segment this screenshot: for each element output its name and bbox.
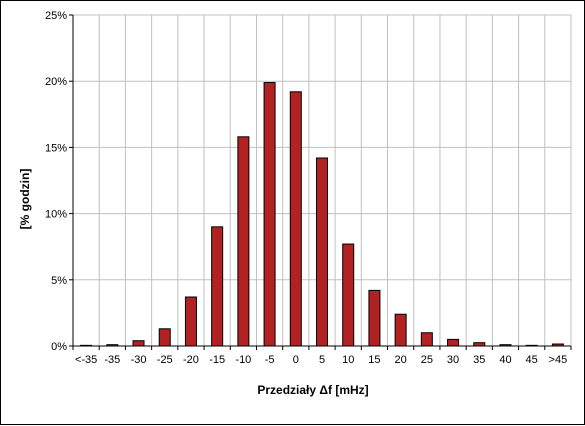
bar [394,313,407,347]
x-tick-label: -35 [104,354,120,366]
bar [447,338,460,347]
x-tick-label: 40 [499,354,511,366]
bar [211,226,224,347]
y-tick-label: 10% [45,209,67,221]
x-tick-label: 10 [342,354,354,366]
bar [315,157,329,347]
bar [237,136,250,347]
bar [289,91,302,347]
bars [80,82,564,347]
x-tick-label: -5 [265,354,275,366]
y-axis-title: [% godzin] [18,169,32,230]
x-tick-label: <-35 [75,354,97,366]
x-tick-label: 45 [526,354,538,366]
x-tick-labels: <-35 -35 -30 -25 -20 -15 -10 -5 0 5 10 15 20 25 30 35 40… [75,354,567,366]
y-tick-label: 25% [45,10,67,22]
x-tick-label: 30 [447,354,459,366]
x-tick-label: 15 [368,354,380,366]
x-tick-label: 5 [319,354,325,366]
x-tick-label: 25 [421,354,433,366]
y-tick-label: 20% [45,76,67,88]
x-tick-label: 20 [395,354,407,366]
x-tick-label: -10 [235,354,251,366]
x-tick-label: -20 [183,354,199,366]
x-tick-label: -25 [157,354,173,366]
grid-lines [73,14,572,346]
bar [158,328,171,347]
bar [342,243,355,347]
y-tick-label: 15% [45,142,67,154]
y-tick-label: 0% [51,341,67,353]
x-tick-label: 0 [293,354,299,366]
bar [184,296,197,347]
y-tick-label: 5% [51,275,67,287]
x-tick-label: -15 [209,354,225,366]
x-tick-label: -30 [131,354,147,366]
bar [420,332,433,347]
y-tick-labels: 0% 5% 10% 15% 20% 25% [45,10,67,353]
x-tick-label: 35 [473,354,485,366]
bar [368,289,381,347]
bar [132,340,145,347]
x-tick-label: >45 [549,354,568,366]
axes [69,14,572,350]
x-axis-title: Przedziały Δf [mHz] [257,383,368,397]
bar [263,82,276,347]
